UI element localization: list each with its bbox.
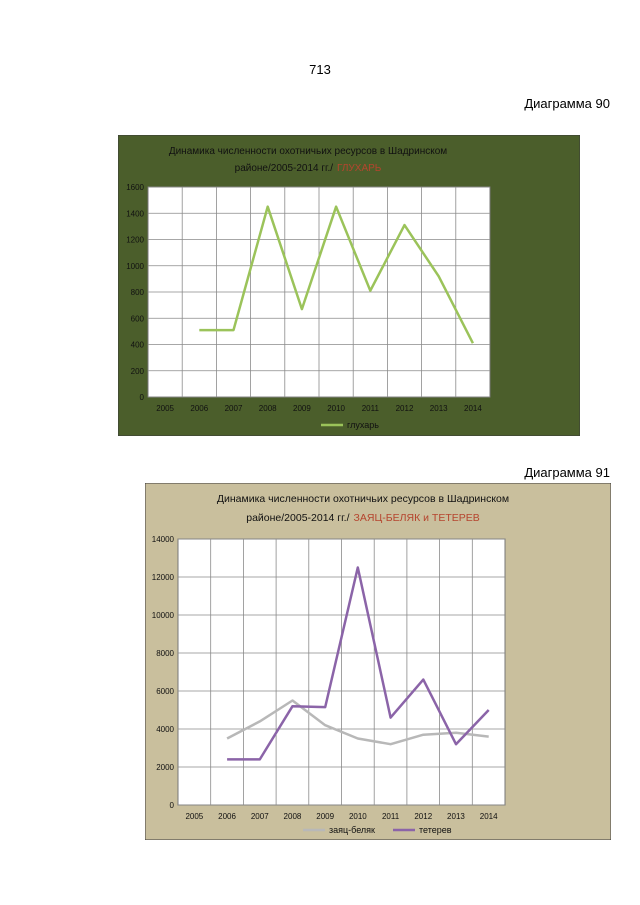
- y-tick-label: 4000: [156, 725, 174, 734]
- chart-title-line-1: Динамика численности охотничьих ресурсов…: [169, 146, 447, 157]
- series-line-1: [227, 566, 490, 761]
- x-tick-label: 2011: [382, 812, 400, 821]
- chart-title-species: ГЛУХАРЬ: [337, 163, 382, 174]
- x-tick-label: 2014: [464, 404, 482, 413]
- chart-title-line-1: Динамика численности охотничьих ресурсов…: [217, 493, 509, 505]
- y-tick-label: 12000: [152, 573, 175, 582]
- page-number: 713: [309, 62, 331, 77]
- diagram-90-label: Диаграмма 90: [524, 96, 610, 111]
- y-tick-label: 400: [131, 341, 145, 350]
- chart-title-line-2: районе/2005-2014 гг./ГЛУХАРЬ: [235, 163, 382, 174]
- chart-glukhar: Динамика численности охотничьих ресурсов…: [118, 135, 580, 436]
- x-tick-label: 2006: [190, 404, 208, 413]
- x-tick-label: 2009: [293, 404, 311, 413]
- y-tick-label: 6000: [156, 687, 174, 696]
- y-tick-label: 1400: [126, 209, 144, 218]
- y-tick-label: 200: [131, 367, 145, 376]
- series-line-0: [226, 699, 489, 746]
- legend-label: заяц-беляк: [329, 825, 375, 835]
- y-tick-label: 0: [140, 393, 145, 402]
- y-tick-label: 14000: [152, 535, 175, 544]
- chart-title-line-2: районе/2005-2014 гг./ ЗАЯЦ-БЕЛЯК и ТЕТЕРЕ…: [246, 512, 480, 524]
- x-tick-label: 2014: [480, 812, 498, 821]
- legend-label: глухарь: [347, 420, 379, 430]
- x-tick-label: 2005: [156, 404, 174, 413]
- x-tick-label: 2011: [362, 404, 380, 413]
- x-tick-label: 2007: [225, 404, 243, 413]
- y-tick-label: 1600: [126, 183, 144, 192]
- chart-zayats-teterev: Динамика численности охотничьих ресурсов…: [145, 483, 611, 840]
- y-tick-label: 1200: [126, 236, 144, 245]
- x-tick-label: 2010: [349, 812, 367, 821]
- y-tick-label: 1000: [126, 262, 144, 271]
- x-tick-label: 2010: [327, 404, 345, 413]
- x-tick-label: 2013: [430, 404, 448, 413]
- y-tick-label: 10000: [152, 611, 175, 620]
- y-tick-label: 800: [131, 288, 145, 297]
- chart-title-species: ЗАЯЦ-БЕЛЯК и ТЕТЕРЕВ: [354, 512, 480, 524]
- x-tick-label: 2012: [396, 404, 414, 413]
- y-tick-label: 8000: [156, 649, 174, 658]
- legend-label: тетерев: [419, 825, 452, 835]
- x-tick-label: 2012: [414, 812, 432, 821]
- x-tick-label: 2008: [259, 404, 277, 413]
- x-tick-label: 2006: [218, 812, 236, 821]
- y-tick-label: 0: [170, 801, 175, 810]
- series-line-0: [199, 205, 475, 344]
- diagram-91-label: Диаграмма 91: [524, 465, 610, 480]
- y-tick-label: 2000: [156, 763, 174, 772]
- x-tick-label: 2013: [447, 812, 465, 821]
- x-tick-label: 2008: [284, 812, 302, 821]
- y-tick-label: 600: [131, 314, 145, 323]
- x-tick-label: 2005: [185, 812, 203, 821]
- x-tick-label: 2007: [251, 812, 269, 821]
- chart-title-period: районе/2005-2014 гг./: [235, 163, 334, 174]
- chart-title-period: районе/2005-2014 гг./: [246, 512, 349, 524]
- x-tick-label: 2009: [316, 812, 334, 821]
